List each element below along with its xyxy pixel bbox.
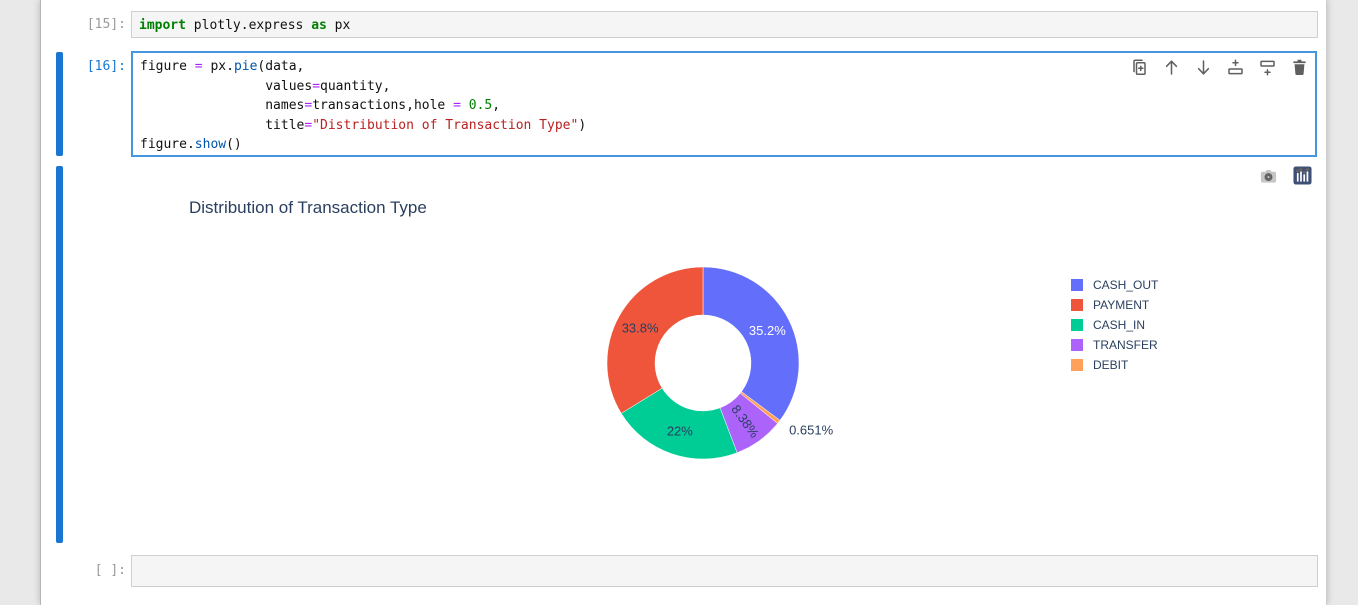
legend-label: DEBIT <box>1093 358 1129 372</box>
insert-cell-below-icon[interactable] <box>1258 58 1277 77</box>
cell-15-code-editor[interactable]: import plotly.express as px <box>139 18 351 33</box>
delete-cell-icon[interactable] <box>1290 58 1309 77</box>
cell-16-input-collapser[interactable] <box>56 52 63 156</box>
legend-swatch <box>1071 279 1083 291</box>
pie-slice-cash_in[interactable] <box>620 387 738 460</box>
legend-item-debit[interactable]: DEBIT <box>1071 355 1158 375</box>
cell-16-code-editor[interactable]: figure = px.pie(data, values=quantity, n… <box>140 59 587 152</box>
move-cell-down-icon[interactable] <box>1194 58 1213 77</box>
legend-item-cash_in[interactable]: CASH_IN <box>1071 315 1158 335</box>
legend-swatch <box>1071 319 1083 331</box>
legend-swatch <box>1071 339 1083 351</box>
legend-label: CASH_IN <box>1093 318 1146 332</box>
cell-16-output: Distribution of Transaction Type 35.2% 0.… <box>131 160 1318 545</box>
pie-label-cash_out: 35.2% <box>749 323 786 338</box>
donut-chart: 35.2%0.651%8.38%22%33.8% <box>606 266 834 460</box>
empty-cell[interactable] <box>131 555 1318 587</box>
output-collapser[interactable] <box>56 166 63 543</box>
empty-cell-prompt: [ ]: <box>94 563 126 578</box>
pie-slice-payment[interactable] <box>606 266 704 414</box>
legend-label: TRANSFER <box>1093 338 1158 352</box>
cell-16[interactable]: figure = px.pie(data, values=quantity, n… <box>131 51 1317 157</box>
legend-item-cash_out[interactable]: CASH_OUT <box>1071 275 1158 295</box>
legend-item-transfer[interactable]: TRANSFER <box>1071 335 1158 355</box>
camera-snapshot-icon[interactable] <box>1259 167 1279 185</box>
insert-cell-above-icon[interactable] <box>1226 58 1245 77</box>
cell-15-prompt: [15]: <box>86 17 126 32</box>
pie-label-payment: 33.8% <box>622 320 659 335</box>
legend-item-payment[interactable]: PAYMENT <box>1071 295 1158 315</box>
pie-label-debit: 0.651% <box>789 422 834 437</box>
cell-16-prompt: [16]: <box>86 59 126 74</box>
cell-15[interactable]: import plotly.express as px <box>131 11 1318 38</box>
legend-label: CASH_OUT <box>1093 278 1159 292</box>
plotly-logo-icon[interactable] <box>1293 166 1313 186</box>
pie-slice-cash_out[interactable] <box>702 266 800 421</box>
chart-title: Distribution of Transaction Type <box>189 198 427 217</box>
cell-toolbar <box>1130 58 1309 77</box>
duplicate-cell-icon[interactable] <box>1130 58 1149 77</box>
legend-label: PAYMENT <box>1093 298 1150 312</box>
pie-label-cash_in: 22% <box>667 424 693 439</box>
move-cell-up-icon[interactable] <box>1162 58 1181 77</box>
legend-swatch <box>1071 359 1083 371</box>
notebook-panel: [15]: import plotly.express as px [16]: … <box>40 0 1327 605</box>
legend-swatch <box>1071 299 1083 311</box>
plotly-modebar <box>1259 166 1313 186</box>
chart-legend: CASH_OUT PAYMENT CASH_IN TRANSFER DEBIT <box>1071 275 1158 375</box>
